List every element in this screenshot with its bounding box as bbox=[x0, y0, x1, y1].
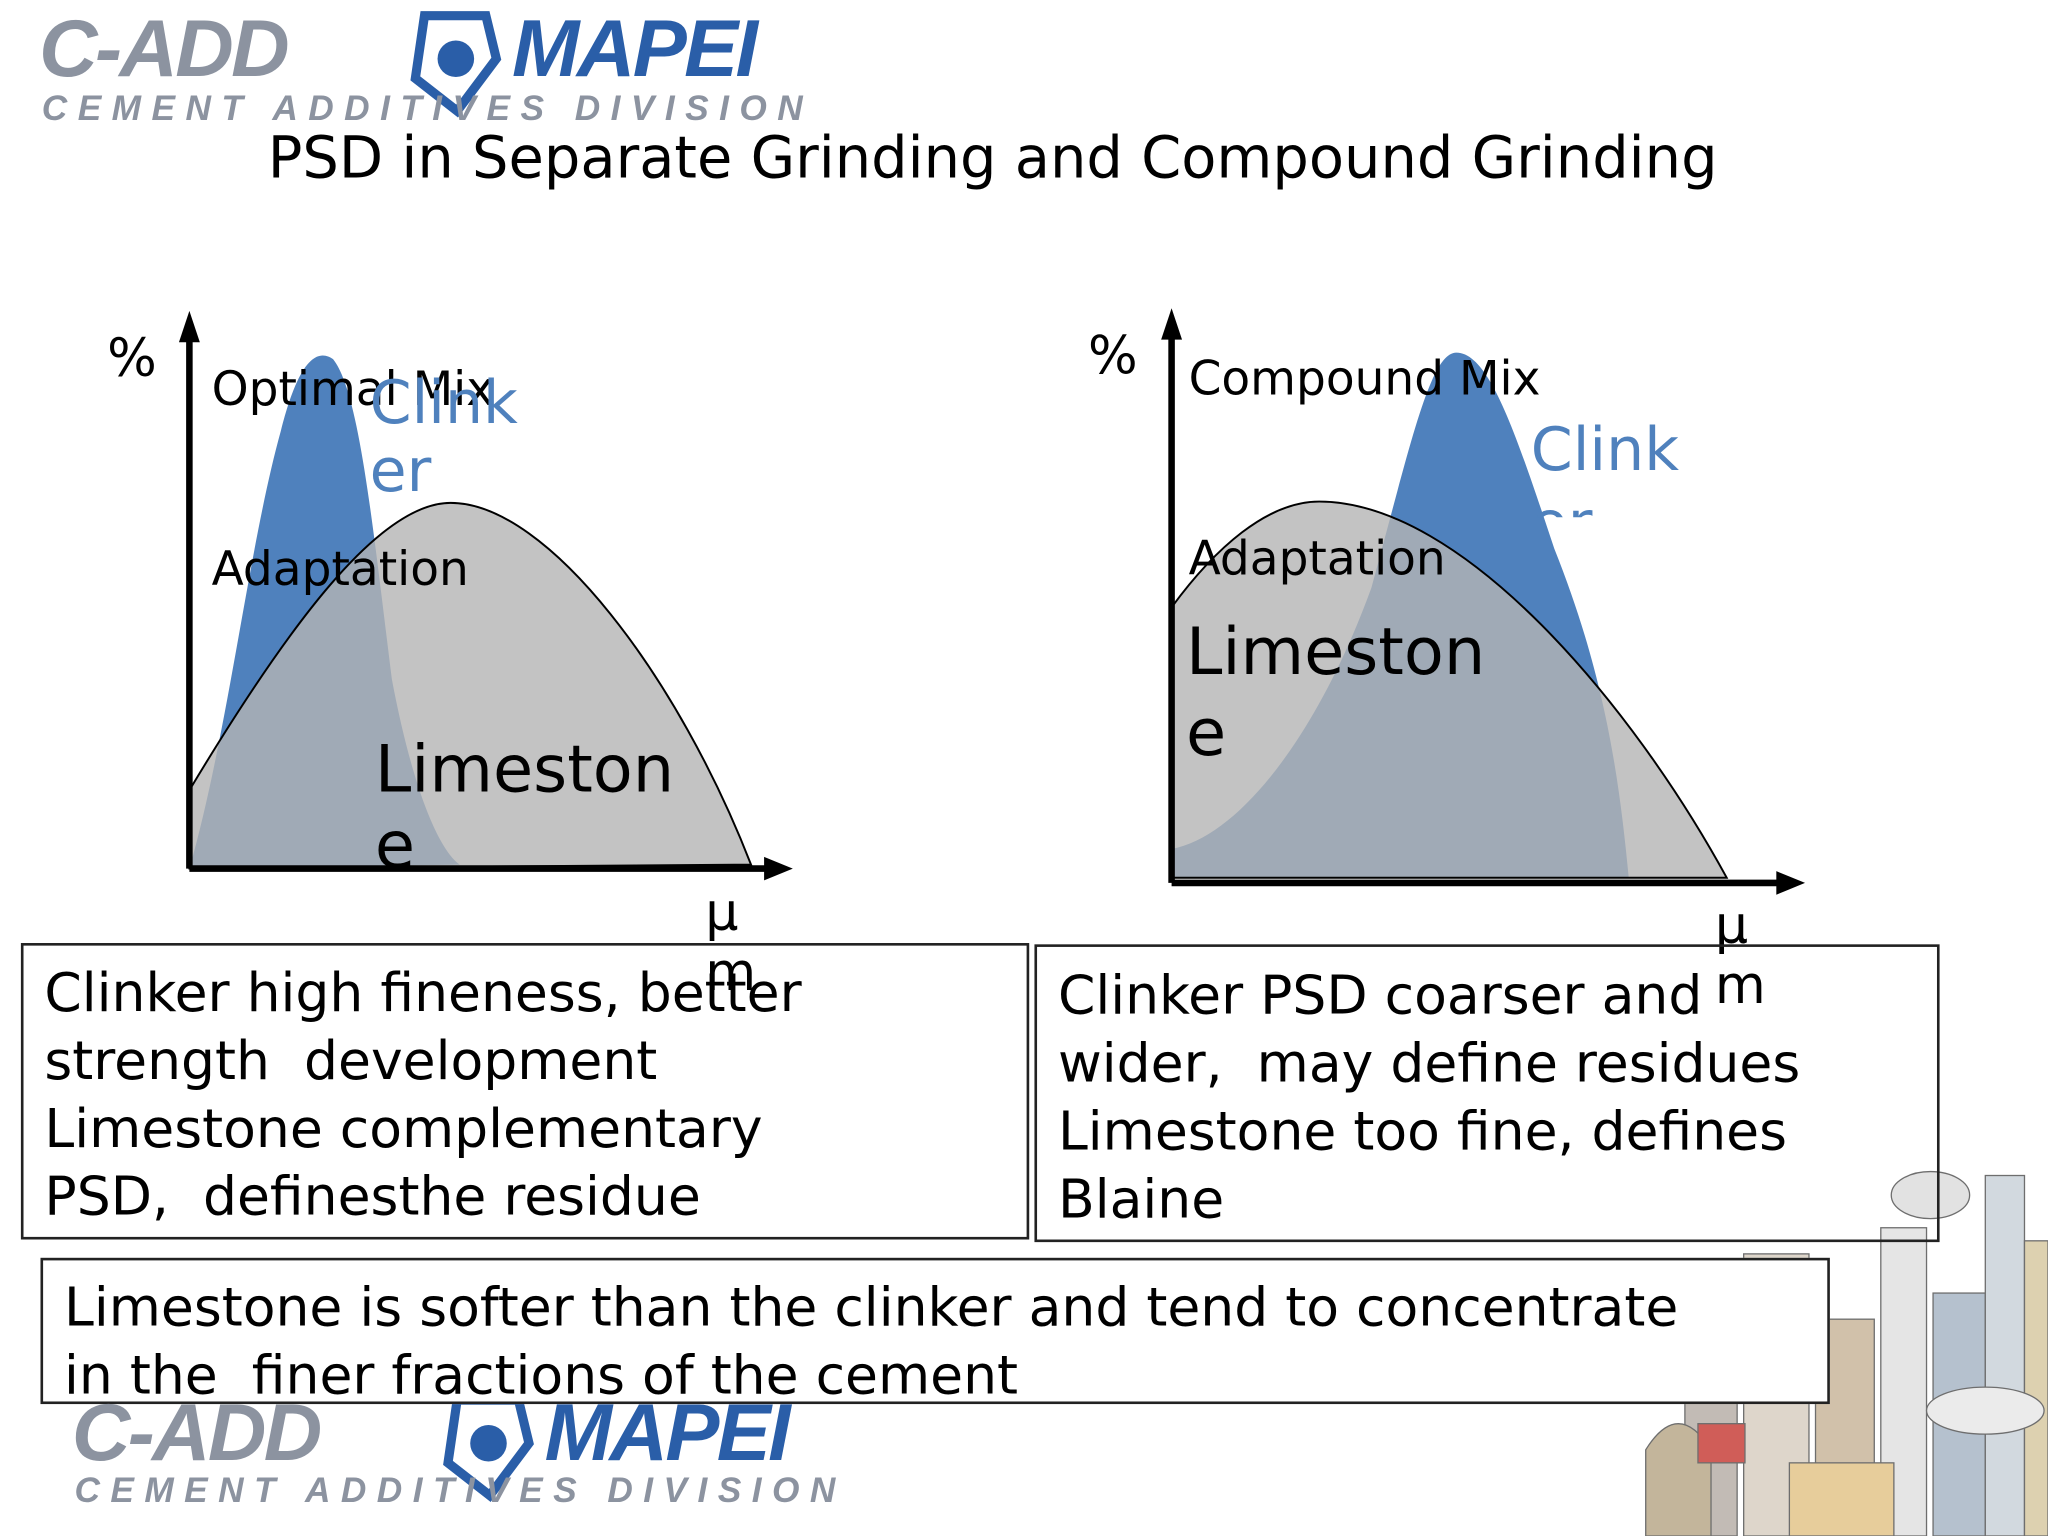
heading-line: Adaptation bbox=[1188, 532, 1446, 587]
logo-company: MAPEI bbox=[511, 3, 758, 95]
text-line: strength development bbox=[44, 1029, 658, 1092]
logo-division: CEMENT ADDITIVES DIVISION bbox=[74, 1470, 846, 1510]
text-line: PSD, definesthe residue bbox=[44, 1165, 701, 1228]
y-axis-label: % bbox=[1087, 326, 1138, 387]
limestone-curve bbox=[188, 501, 753, 870]
clinker-label: Clinker bbox=[369, 367, 518, 506]
text-line: Limestone complementary bbox=[44, 1097, 763, 1160]
limestone-label: Limestone bbox=[374, 731, 675, 883]
text-line: Blaine bbox=[1057, 1167, 1225, 1231]
heading-line: Optimal Mix bbox=[211, 363, 495, 417]
text-box: Clinker PSD coarser and wider, may defin… bbox=[1034, 944, 1940, 1243]
text-line: Limestone too fine, defines bbox=[1057, 1099, 1788, 1163]
axis-arrow bbox=[764, 856, 793, 881]
logo-division: CEMENT ADDITIVES DIVISION bbox=[41, 88, 814, 128]
y-axis-label: % bbox=[107, 329, 157, 390]
heading-line: Adaptation bbox=[211, 543, 469, 597]
text-line: in the finer fractions of the cement bbox=[63, 1343, 1019, 1405]
heading-line: Compound Mix bbox=[1188, 352, 1541, 407]
city-illustration bbox=[1645, 1170, 2048, 1536]
limestone-label: Limestone bbox=[1185, 613, 1486, 771]
slide-title: PSD in Separate Grinding and Compound Gr… bbox=[267, 125, 1718, 192]
diagram-heading: Compound Mix Adaptation bbox=[1189, 230, 1541, 711]
axis-arrow bbox=[1776, 871, 1806, 895]
text-line: Clinker PSD coarser and bbox=[1057, 963, 1703, 1027]
clinker-label: Clinker bbox=[1530, 414, 1679, 517]
text-line: Clinker high fineness, better bbox=[44, 961, 802, 1024]
logo-brand: C-ADD bbox=[71, 1388, 322, 1479]
text-line: wider, may define residues bbox=[1057, 1031, 1801, 1095]
axis-arrow bbox=[1161, 308, 1183, 340]
text-line: Limestone is softer than the clinker and… bbox=[63, 1276, 1679, 1339]
axis-arrow bbox=[178, 310, 200, 343]
diagram-heading: Optimal Mix Adaptation bbox=[212, 240, 494, 721]
text-box: Limestone is softer than the clinker and… bbox=[40, 1257, 1830, 1405]
text-box: Clinker high fineness, better strength d… bbox=[20, 943, 1030, 1240]
limestone-curve bbox=[1170, 500, 1729, 879]
logo-company: MAPEI bbox=[544, 1388, 791, 1479]
logo-brand: C-ADD bbox=[39, 3, 289, 95]
